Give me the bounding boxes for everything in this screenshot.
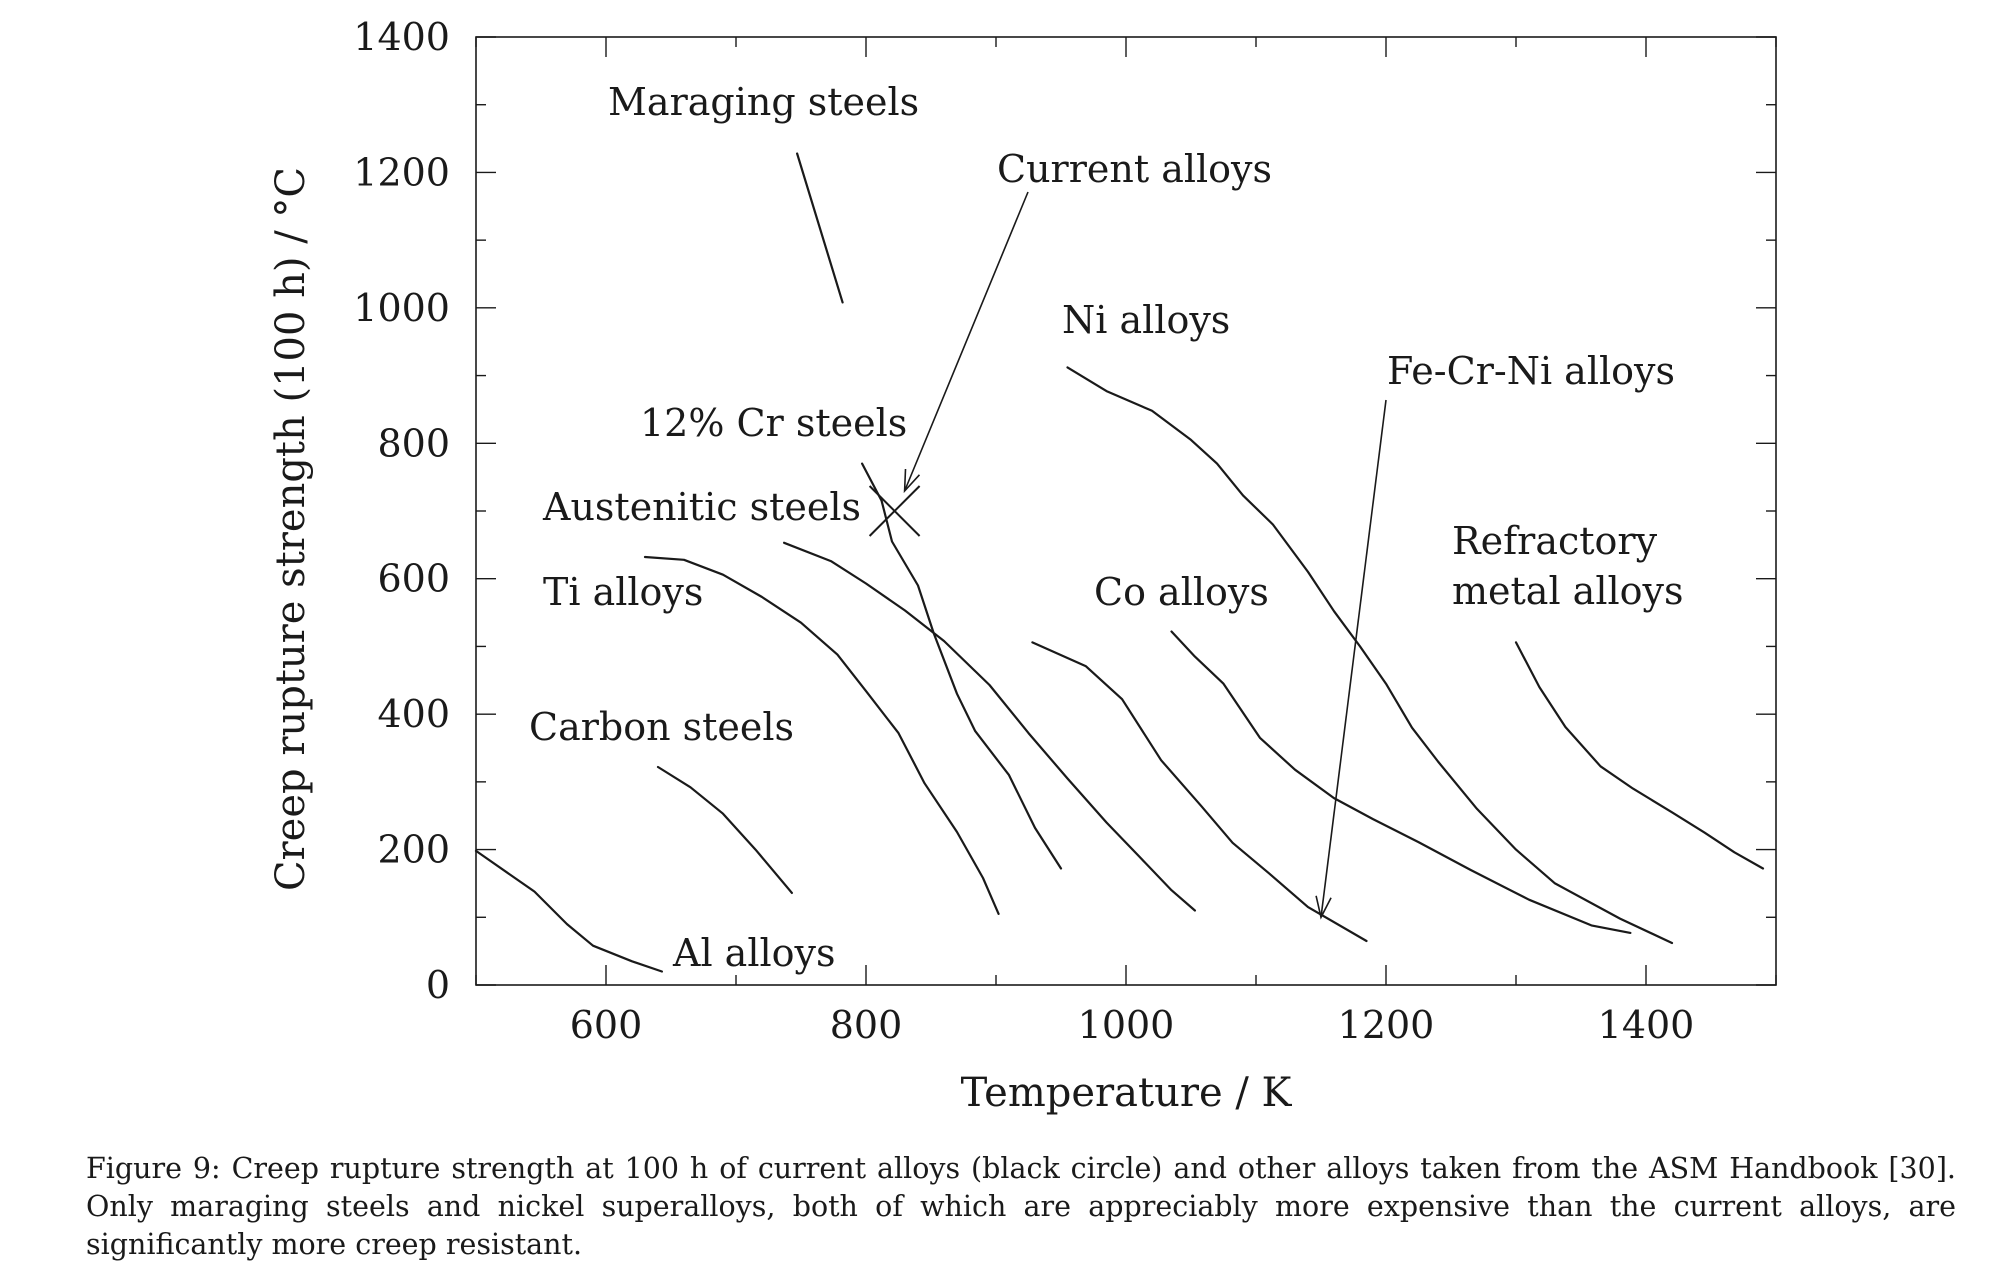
x-axis-title: Temperature / K bbox=[961, 1070, 1293, 1116]
current-alloys-leader-arrow-head bbox=[903, 468, 921, 494]
series-line-fe-cr-ni-alloys bbox=[1170, 630, 1632, 934]
y-tick-label: 800 bbox=[377, 421, 450, 465]
series-line-ti-alloys bbox=[643, 555, 1000, 915]
x-tick-label: 1400 bbox=[1598, 1003, 1695, 1047]
y-axis-title: Creep rupture strength (100 h) / °C bbox=[268, 167, 314, 891]
label-ni-alloys: Ni alloys bbox=[1062, 298, 1230, 342]
label-refractory-metal-alloys: Refractory metal alloys bbox=[1452, 519, 1684, 613]
y-tick-label: 200 bbox=[377, 828, 450, 872]
y-tick-label: 1200 bbox=[353, 150, 450, 194]
series-line-refractory-metal-alloys bbox=[1514, 641, 1765, 870]
fe-cr-ni-alloys-leader-arrow bbox=[1320, 399, 1387, 918]
series-line-maraging-steels bbox=[796, 152, 844, 304]
x-tick-label: 1000 bbox=[1078, 1003, 1175, 1047]
label-line: Refractory bbox=[1452, 519, 1658, 563]
label-12-cr-steels: 12% Cr steels bbox=[640, 401, 907, 445]
label-line: metal alloys bbox=[1452, 569, 1684, 613]
axes: 600 800 1000 1200 1400 0 200 400 600 800 1000 1200 1… bbox=[268, 15, 1777, 1116]
labels: Al alloys Carbon steels Ti alloys Austeniti… bbox=[529, 80, 1684, 975]
series-line-ni-alloys bbox=[1066, 366, 1674, 945]
annotations bbox=[868, 191, 1387, 920]
y-tick-label: 400 bbox=[377, 692, 450, 736]
fe-cr-ni-alloys-leader-arrow-head bbox=[1315, 895, 1332, 920]
current-alloys-leader-arrow bbox=[903, 191, 1029, 492]
current-alloys-cross-marker bbox=[868, 485, 921, 537]
series-line-co-alloys bbox=[1031, 641, 1368, 943]
series-lines bbox=[474, 152, 1765, 973]
label-current-alloys: Current alloys bbox=[997, 147, 1272, 191]
label-carbon-steels: Carbon steels bbox=[529, 705, 794, 749]
y-tick-label: 600 bbox=[377, 557, 450, 601]
series-line-al-alloys bbox=[474, 849, 663, 973]
label-co-alloys: Co alloys bbox=[1094, 570, 1269, 614]
label-al-alloys: Al alloys bbox=[672, 931, 835, 975]
label-maraging-steels: Maraging steels bbox=[608, 80, 919, 124]
y-tick-label: 1400 bbox=[353, 15, 450, 59]
y-tick-label: 0 bbox=[426, 963, 450, 1007]
y-tick-label: 1000 bbox=[353, 286, 450, 330]
label-ti-alloys: Ti alloys bbox=[543, 570, 703, 614]
figure-caption: Figure 9: Creep rupture strength at 100 … bbox=[86, 1152, 1956, 1261]
x-tick-label: 800 bbox=[830, 1003, 903, 1047]
label-austenitic-steels: Austenitic steels bbox=[542, 485, 861, 529]
series-line-carbon-steels bbox=[656, 765, 793, 894]
label-fe-cr-ni-alloys: Fe-Cr-Ni alloys bbox=[1387, 349, 1675, 393]
x-tick-label: 600 bbox=[570, 1003, 643, 1047]
x-tick-label: 1200 bbox=[1338, 1003, 1435, 1047]
series-line-12-cr-steels bbox=[861, 462, 1063, 870]
series-line-austenitic-steels bbox=[783, 541, 1196, 912]
creep-strength-chart: 600 800 1000 1200 1400 0 200 400 600 800 1000 1200 1… bbox=[268, 15, 1777, 1116]
